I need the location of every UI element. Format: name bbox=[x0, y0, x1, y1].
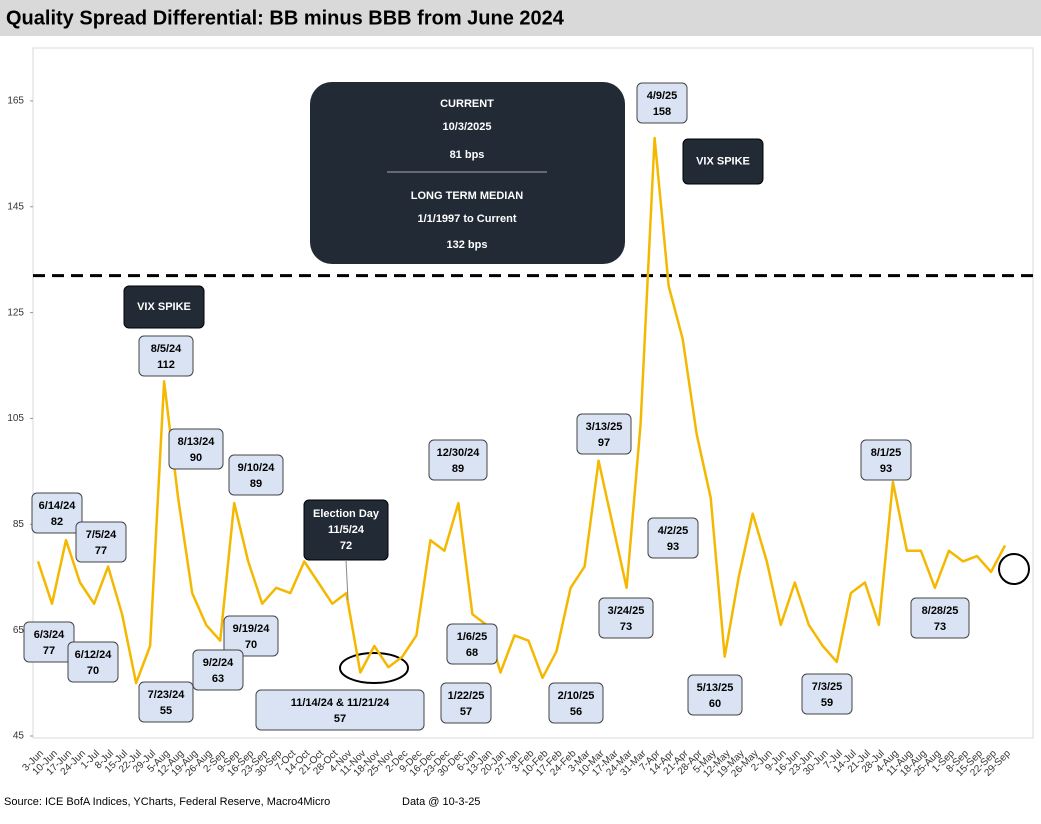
info-box bbox=[310, 82, 625, 264]
annotation-box bbox=[138, 681, 194, 723]
annotation-date: 3/24/25 bbox=[608, 605, 645, 617]
y-tick-label: 85 bbox=[13, 519, 25, 530]
highlight-ellipse bbox=[339, 652, 409, 684]
vix-label: VIX SPIKE bbox=[696, 155, 750, 167]
annotation-box bbox=[687, 674, 743, 716]
annotation-box bbox=[801, 673, 853, 715]
annotation-box bbox=[910, 597, 970, 639]
y-tick-label: 145 bbox=[7, 201, 24, 212]
election-value: 72 bbox=[340, 540, 352, 552]
y-tick-label: 105 bbox=[7, 413, 24, 424]
annotation-value: 77 bbox=[43, 645, 55, 657]
annotation-date: 8/13/24 bbox=[178, 436, 216, 448]
annotation-value: 89 bbox=[250, 478, 262, 490]
highlight-circle bbox=[998, 553, 1030, 585]
annotation-value: 56 bbox=[570, 706, 582, 718]
title-bar bbox=[0, 0, 1041, 36]
annotation-value: 97 bbox=[598, 437, 610, 449]
annotation-box bbox=[138, 335, 194, 377]
annotation-value: 70 bbox=[87, 665, 99, 677]
annotation-date: 7/3/25 bbox=[812, 681, 843, 693]
info-text: 81 bps bbox=[450, 149, 485, 161]
annotation-box bbox=[647, 517, 699, 559]
annotation-value: 112 bbox=[157, 359, 175, 371]
annotation-box bbox=[255, 689, 425, 731]
annotation-date: 3/13/25 bbox=[586, 421, 623, 433]
annotation-box bbox=[228, 454, 284, 496]
annotation-box bbox=[67, 641, 119, 683]
annotation-box bbox=[576, 413, 632, 455]
annotation-value: 57 bbox=[334, 713, 346, 725]
vix-box bbox=[123, 285, 205, 329]
annotation-value: 89 bbox=[452, 463, 464, 475]
annotation-date: 9/10/24 bbox=[238, 462, 276, 474]
annotation-value: 63 bbox=[212, 673, 224, 685]
election-title: Election Day bbox=[313, 508, 380, 520]
annotation-value: 93 bbox=[880, 463, 892, 475]
annotation-box bbox=[636, 82, 688, 124]
annotation-box bbox=[75, 521, 127, 563]
annotation-date: 9/19/24 bbox=[233, 623, 271, 635]
series-line bbox=[36, 136, 1007, 685]
info-text: CURRENT bbox=[440, 98, 494, 110]
y-tick-label: 125 bbox=[7, 307, 24, 318]
annotation-box bbox=[446, 623, 498, 665]
annotation-value: 93 bbox=[667, 541, 679, 553]
annotation-value: 59 bbox=[821, 697, 833, 709]
annotation-date: 8/1/25 bbox=[871, 447, 902, 459]
info-text: 1/1/1997 to Current bbox=[417, 213, 516, 225]
data-note: Data @ 10-3-25 bbox=[402, 796, 480, 808]
annotation-value: 68 bbox=[466, 647, 478, 659]
annotation-value: 73 bbox=[934, 621, 946, 633]
info-text: LONG TERM MEDIAN bbox=[411, 190, 523, 202]
annotation-box bbox=[168, 428, 224, 470]
annotation-date: 6/14/24 bbox=[39, 500, 77, 512]
annotation-date: 12/30/24 bbox=[437, 447, 481, 459]
annotation-date: 2/10/25 bbox=[558, 690, 595, 702]
annotation-box bbox=[860, 439, 912, 481]
chart-title: Quality Spread Differential: BB minus BB… bbox=[6, 7, 565, 29]
annotation-value: 77 bbox=[95, 545, 107, 557]
info-text: 10/3/2025 bbox=[443, 121, 492, 133]
annotation-box bbox=[428, 439, 488, 481]
annotation-value: 90 bbox=[190, 452, 202, 464]
annotation-date: 11/14/24 & 11/21/24 bbox=[291, 697, 390, 709]
election-date: 11/5/24 bbox=[328, 524, 365, 536]
annotation-date: 5/13/25 bbox=[697, 682, 734, 694]
y-tick-label: 65 bbox=[13, 625, 25, 636]
annotation-value: 70 bbox=[245, 639, 257, 651]
annotation-value: 82 bbox=[51, 516, 63, 528]
annotation-value: 158 bbox=[653, 106, 671, 118]
annotation-date: 1/6/25 bbox=[457, 631, 488, 643]
annotation-date: 6/12/24 bbox=[75, 649, 113, 661]
annotation-value: 55 bbox=[160, 705, 172, 717]
vix-label: VIX SPIKE bbox=[137, 301, 191, 313]
annotation-box bbox=[598, 597, 654, 639]
annotation-date: 1/22/25 bbox=[448, 690, 485, 702]
y-tick-label: 45 bbox=[13, 731, 25, 742]
annotation-date: 9/2/24 bbox=[203, 657, 234, 669]
annotation-value: 57 bbox=[460, 706, 472, 718]
vix-box bbox=[682, 138, 764, 185]
leader bbox=[345, 559, 349, 601]
annotation-box bbox=[548, 682, 604, 724]
annotation-box bbox=[440, 682, 492, 724]
annotation-date: 6/3/24 bbox=[34, 629, 65, 641]
annotation-date: 8/28/25 bbox=[922, 605, 959, 617]
y-tick-label: 165 bbox=[7, 96, 24, 107]
annotation-value: 60 bbox=[709, 698, 721, 710]
annotation-date: 4/2/25 bbox=[658, 525, 689, 537]
annotation-date: 7/5/24 bbox=[86, 529, 117, 541]
annotation-date: 7/23/24 bbox=[148, 689, 186, 701]
annotation-box bbox=[192, 649, 244, 691]
annotation-box bbox=[31, 492, 83, 534]
annotation-date: 4/9/25 bbox=[647, 90, 678, 102]
annotation-box bbox=[223, 615, 279, 657]
info-text: 132 bps bbox=[447, 239, 488, 251]
annotation-value: 73 bbox=[620, 621, 632, 633]
source: Source: ICE BofA Indices, YCharts, Feder… bbox=[4, 796, 330, 808]
annotation-date: 8/5/24 bbox=[151, 343, 182, 355]
